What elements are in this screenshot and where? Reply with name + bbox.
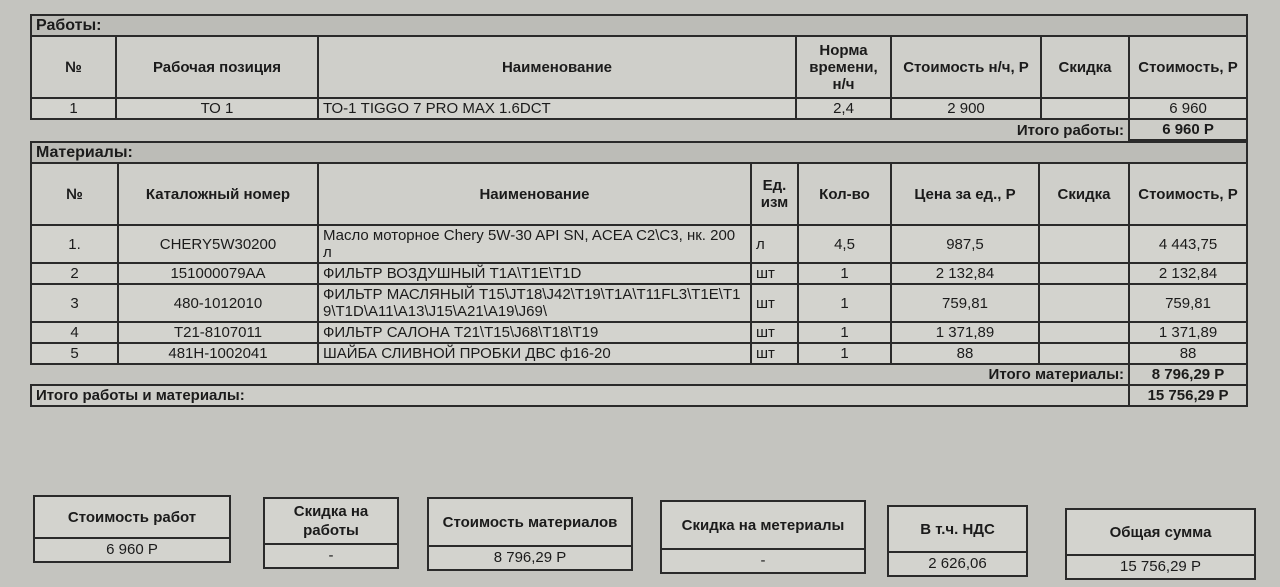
cell-discount (1038, 321, 1130, 344)
materials-section-title: Материалы: (29, 141, 1249, 164)
cell-discount (1038, 283, 1130, 323)
cell-name: ФИЛЬТР МАСЛЯНЫЙ T15\JT18\J42\T19\T1A\T11… (317, 283, 752, 323)
col-header: № (30, 35, 117, 99)
cell-price: 987,5 (890, 224, 1040, 264)
materials-total-label: Итого материалы: (988, 366, 1124, 383)
table-row: 4 T21-8107011 ФИЛЬТР САЛОНА T21\T15\J68\… (30, 321, 1249, 344)
summary-works-cost: Стоимость работ 6 960 Р (33, 495, 231, 563)
cell-num: 5 (30, 342, 119, 365)
cell-price: 88 (890, 342, 1040, 365)
col-header: Скидка (1038, 162, 1130, 226)
cell-discount (1038, 262, 1130, 285)
works-total-value: 6 960 Р (1127, 118, 1249, 141)
cell-name: ТО-1 TIGGO 7 PRO MAX 1.6DCT (317, 97, 797, 120)
cell-catalog: 480-1012010 (117, 283, 319, 323)
cell-unit: шт (750, 262, 799, 285)
works-table: Работы: № Рабочая позиция Наименование Н… (29, 14, 1249, 141)
col-header: Скидка (1040, 35, 1130, 99)
cell-discount (1040, 97, 1130, 120)
table-row: 1. CHERY5W30200 Масло моторное Chery 5W-… (30, 224, 1249, 264)
cell-num: 3 (30, 283, 119, 323)
cell-unit: шт (750, 321, 799, 344)
cell-catalog: 151000079AA (117, 262, 319, 285)
materials-total-value: 8 796,29 Р (1127, 363, 1249, 386)
cell-rate: 2 900 (890, 97, 1042, 120)
col-header: Стоимость н/ч, Р (890, 35, 1042, 99)
col-header: Наименование (317, 35, 797, 99)
cell-cost: 6 960 (1127, 97, 1249, 120)
cell-cost: 1 371,89 (1127, 321, 1249, 344)
cell-num: 1. (30, 224, 119, 264)
cell-position: ТО 1 (115, 97, 319, 120)
cell-catalog: T21-8107011 (117, 321, 319, 344)
col-header: Наименование (317, 162, 752, 226)
cell-qty: 4,5 (797, 224, 892, 264)
materials-table: Материалы: № Каталожный номер Наименован… (29, 141, 1249, 407)
col-header: Рабочая позиция (115, 35, 319, 99)
cell-price: 2 132,84 (890, 262, 1040, 285)
grand-total-label: Итого работы и материалы: (30, 384, 1130, 407)
cell-unit: шт (750, 283, 799, 323)
cell-cost: 2 132,84 (1127, 262, 1249, 285)
cell-qty: 1 (797, 262, 892, 285)
cell-norm: 2,4 (795, 97, 892, 120)
col-header: Стоимость, Р (1127, 162, 1249, 226)
col-header: Цена за ед., Р (890, 162, 1040, 226)
cell-num: 1 (30, 97, 117, 120)
cell-qty: 1 (797, 342, 892, 365)
cell-qty: 1 (797, 321, 892, 344)
works-header-row: № Рабочая позиция Наименование Норма вре… (30, 35, 1249, 99)
cell-catalog: 481H-1002041 (117, 342, 319, 365)
table-row: 2 151000079AA ФИЛЬТР ВОЗДУШНЫЙ T1A\T1E\T… (30, 262, 1249, 285)
cell-name: ШАЙБА СЛИВНОЙ ПРОБКИ ДВС ф16-20 (317, 342, 752, 365)
materials-header-row: № Каталожный номер Наименование Ед. изм … (30, 162, 1249, 226)
cell-name: ФИЛЬТР САЛОНА T21\T15\J68\T18\T19 (317, 321, 752, 344)
col-header: Ед. изм (750, 162, 799, 226)
summary-total: Общая сумма 15 756,29 Р (1065, 508, 1256, 580)
cell-num: 2 (30, 262, 119, 285)
cell-cost: 88 (1127, 342, 1249, 365)
cell-unit: шт (750, 342, 799, 365)
table-row: 3 480-1012010 ФИЛЬТР МАСЛЯНЫЙ T15\JT18\J… (30, 283, 1249, 323)
col-header: Норма времени, н/ч (795, 35, 892, 99)
invoice-sheet: Работы: № Рабочая позиция Наименование Н… (29, 14, 1249, 407)
works-section-title: Работы: (29, 14, 1249, 37)
cell-num: 4 (30, 321, 119, 344)
summary-materials-cost: Стоимость материалов 8 796,29 Р (427, 497, 633, 571)
summary-vat: В т.ч. НДС 2 626,06 (887, 505, 1028, 577)
grand-total-value: 15 756,29 Р (1127, 384, 1249, 407)
col-header: Каталожный номер (117, 162, 319, 226)
col-header: Стоимость, Р (1127, 35, 1249, 99)
cell-name: Масло моторное Chery 5W-30 API SN, ACEA … (317, 224, 752, 264)
cell-discount (1038, 342, 1130, 365)
table-row: 1 ТО 1 ТО-1 TIGGO 7 PRO MAX 1.6DCT 2,4 2… (30, 97, 1249, 120)
cell-price: 759,81 (890, 283, 1040, 323)
col-header: Кол-во (797, 162, 892, 226)
cell-discount (1038, 224, 1130, 264)
cell-qty: 1 (797, 283, 892, 323)
works-total-label: Итого работы: (1016, 121, 1124, 139)
col-header: № (30, 162, 119, 226)
cell-cost: 4 443,75 (1127, 224, 1249, 264)
cell-unit: л (750, 224, 799, 264)
cell-cost: 759,81 (1127, 283, 1249, 323)
cell-catalog: CHERY5W30200 (117, 224, 319, 264)
summary-materials-discount: Скидка на метериалы - (660, 500, 866, 574)
summary-works-discount: Скидка на работы - (263, 497, 399, 569)
cell-name: ФИЛЬТР ВОЗДУШНЫЙ T1A\T1E\T1D (317, 262, 752, 285)
table-row: 5 481H-1002041 ШАЙБА СЛИВНОЙ ПРОБКИ ДВС … (30, 342, 1249, 365)
cell-price: 1 371,89 (890, 321, 1040, 344)
